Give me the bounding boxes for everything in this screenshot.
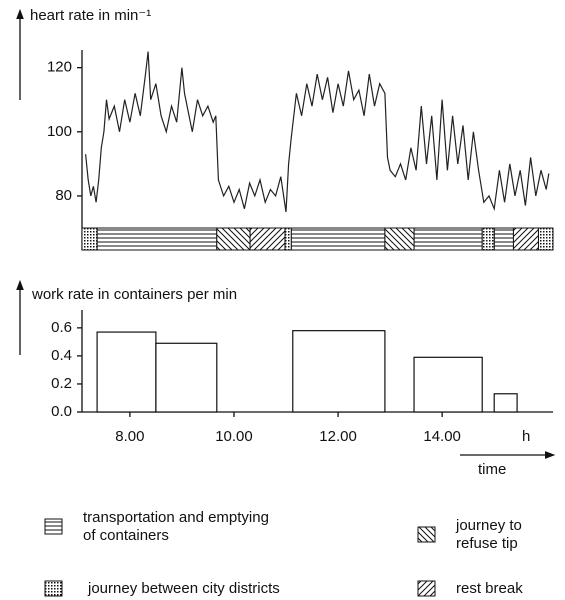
legend-label: transportation and emptying xyxy=(83,509,269,526)
legend-label: journey between city districts xyxy=(87,580,280,597)
legend-label: rest break xyxy=(456,580,523,597)
legend-swatch xyxy=(44,580,63,597)
y-tick-label: 0.4 xyxy=(51,347,72,364)
legend-label: of containers xyxy=(83,527,169,544)
x-tick-label: 8.00 xyxy=(115,428,144,445)
activity-segment xyxy=(96,227,218,251)
activity-segment xyxy=(284,227,292,251)
y-label: heart rate in min⁻¹ xyxy=(30,7,151,24)
y-tick-label: 0.2 xyxy=(51,375,72,392)
legend-swatch xyxy=(417,580,436,597)
legend-label: journey to xyxy=(455,517,522,534)
bar xyxy=(155,342,218,413)
y-tick-label: 100 xyxy=(47,123,72,140)
activity-segment xyxy=(481,227,495,251)
y-tick-label: 120 xyxy=(47,59,72,76)
y-label: work rate in containers per min xyxy=(31,286,237,303)
activity-segment xyxy=(384,227,415,251)
x-unit: h xyxy=(522,428,530,445)
y-tick-label: 0.6 xyxy=(51,319,72,336)
activity-segment xyxy=(249,227,286,251)
bar xyxy=(413,356,483,413)
y-tick-label: 80 xyxy=(55,187,72,204)
legend-label: refuse tip xyxy=(456,535,518,552)
x-tick-label: 12.00 xyxy=(319,428,357,445)
activity-segment xyxy=(537,227,554,251)
bar xyxy=(96,331,157,413)
x-tick-label: 10.00 xyxy=(215,428,253,445)
x-label: time xyxy=(478,461,506,478)
bar xyxy=(292,330,386,413)
y-tick-label: 0.0 xyxy=(51,403,72,420)
legend-swatch xyxy=(417,526,436,543)
x-tick-label: 14.00 xyxy=(423,428,461,445)
activity-segment xyxy=(512,227,539,251)
legend-swatch xyxy=(44,518,63,535)
activity-segment xyxy=(413,227,483,251)
heart-rate-line xyxy=(85,51,550,213)
activity-segment xyxy=(493,227,514,251)
activity-segment xyxy=(290,227,386,251)
plot: 80 100 120 0.0 0.2 0.4 0.6 8.00 10.00 12.00 14.00 t… xyxy=(44,51,554,597)
activity-segment xyxy=(216,227,251,251)
bar xyxy=(493,393,518,413)
activity-segment xyxy=(81,227,98,251)
